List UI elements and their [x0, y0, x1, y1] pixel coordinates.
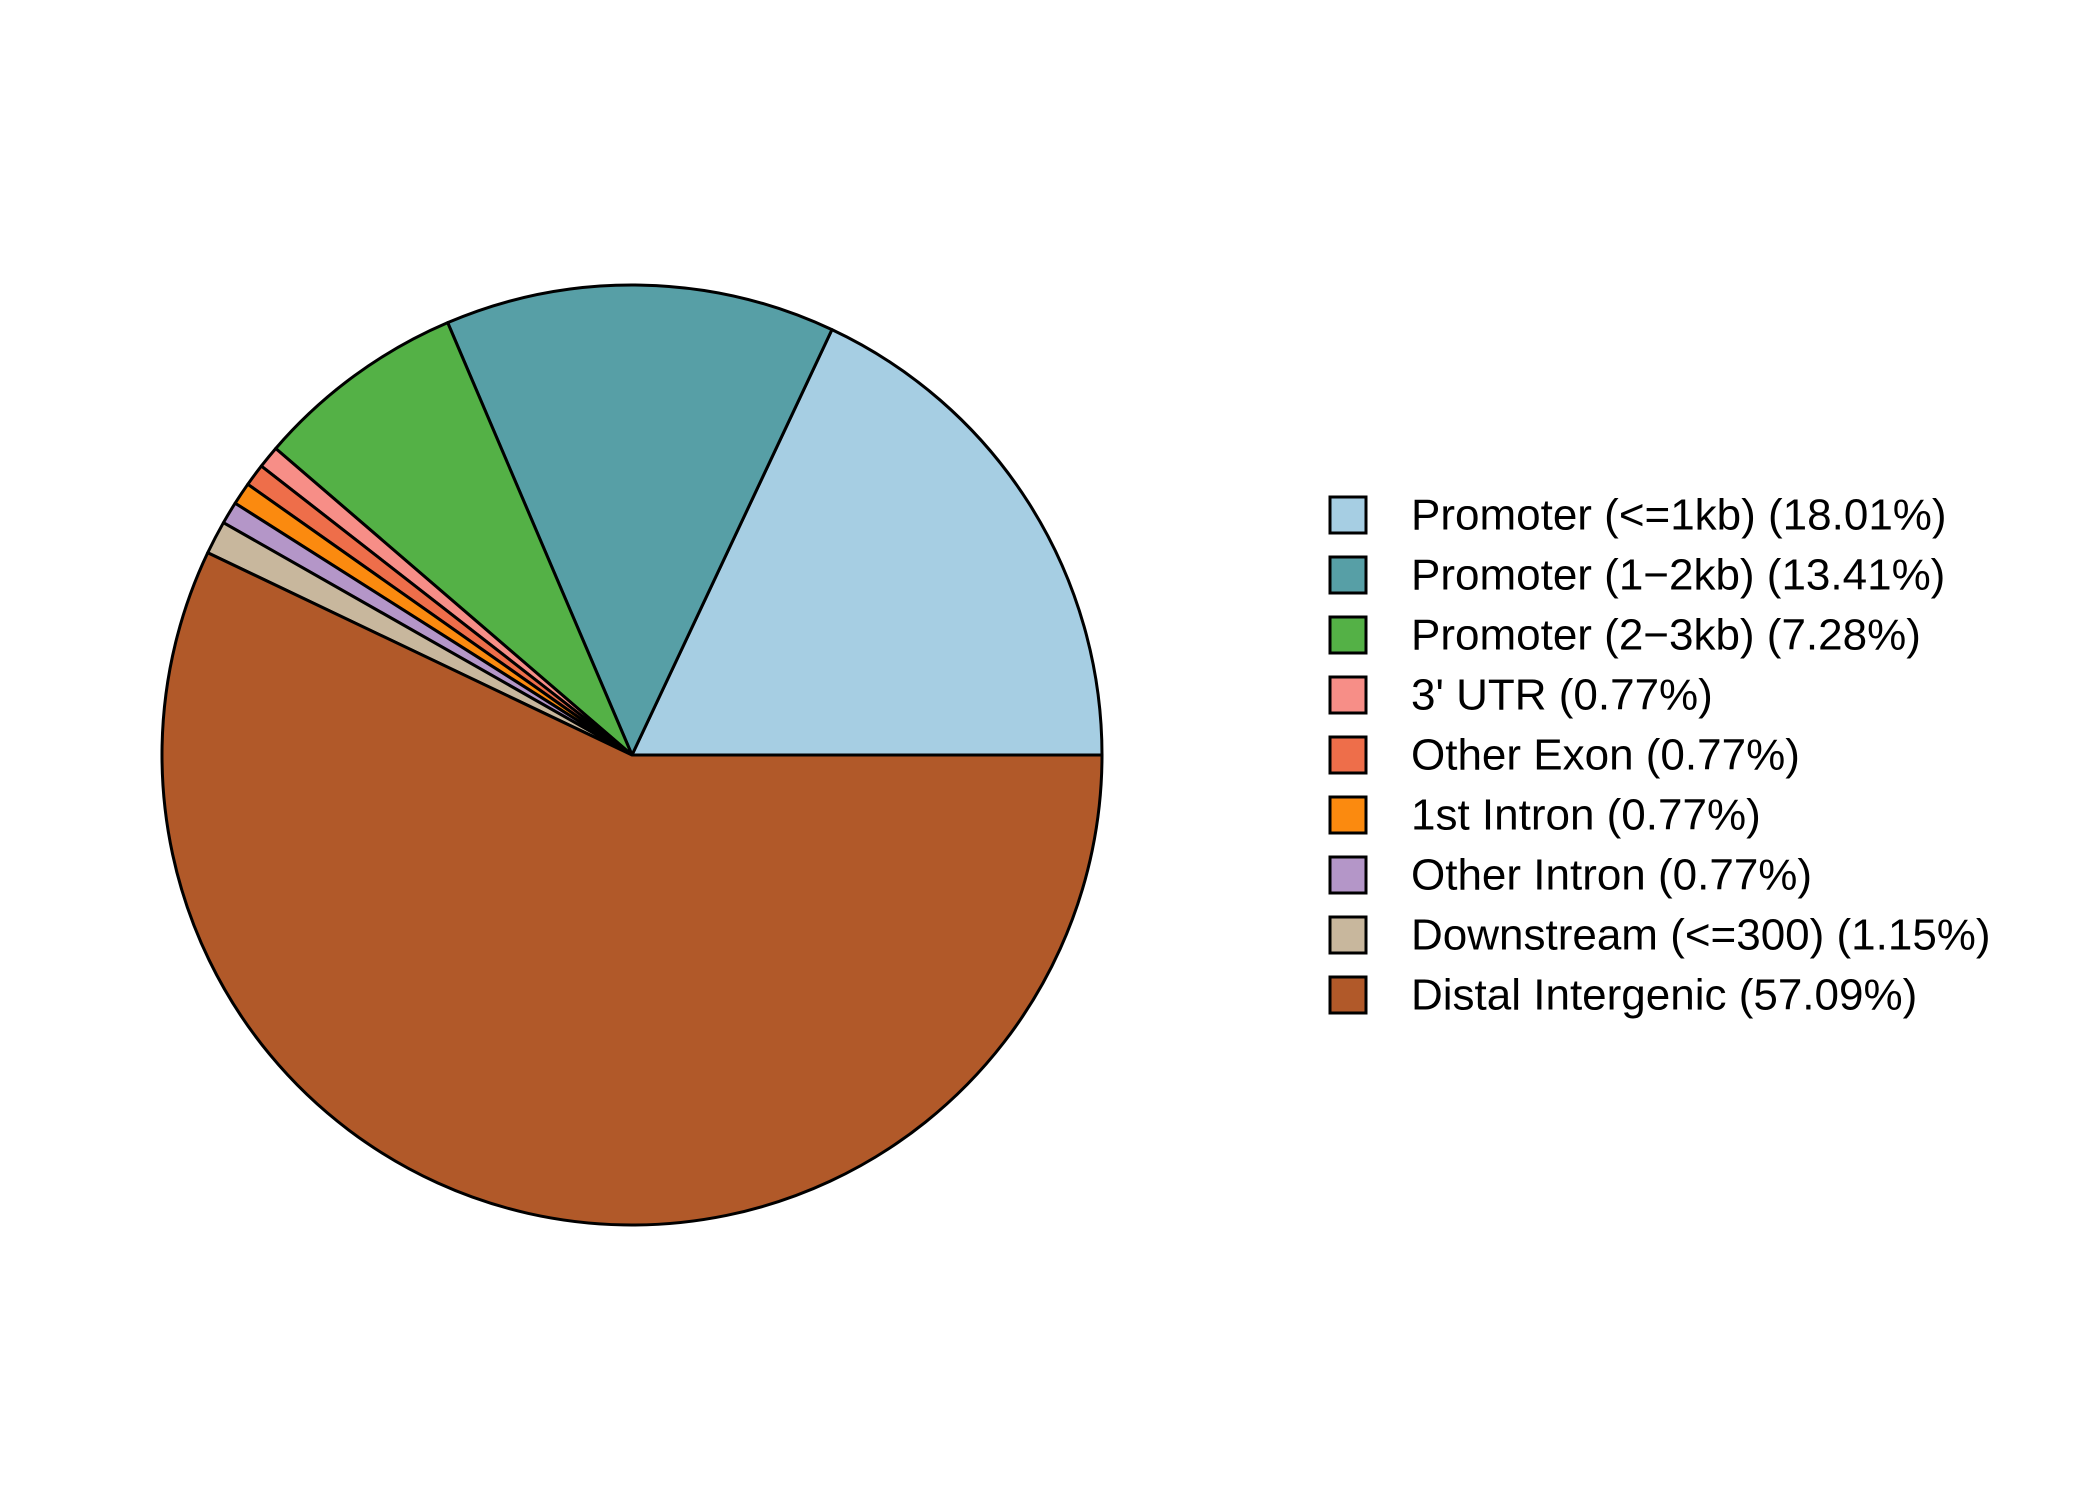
legend-swatch-1st-intron — [1328, 795, 1368, 835]
legend-item-downstream-300: Downstream (<=300) (1.15%) — [1328, 911, 1991, 960]
legend-label-distal-intergenic: Distal Intergenic (57.09%) — [1411, 971, 1917, 1020]
legend-label-promoter-1kb: Promoter (<=1kb) (18.01%) — [1411, 491, 1947, 540]
pie-slice-promoter-1-2kb — [446, 283, 834, 757]
legend-label-1st-intron: 1st Intron (0.77%) — [1411, 791, 1761, 840]
legend-item-promoter-1kb: Promoter (<=1kb) (18.01%) — [1328, 491, 1947, 540]
legend-swatch-other-intron — [1328, 855, 1368, 895]
legend-label-3-utr: 3' UTR (0.77%) — [1411, 671, 1713, 720]
legend-swatch-promoter-1kb — [1328, 495, 1368, 535]
legend-swatch-3-utr — [1328, 675, 1368, 715]
legend-item-3-utr: 3' UTR (0.77%) — [1328, 671, 1713, 720]
pie-slice-promoter-1kb — [630, 328, 1104, 757]
legend-swatch-downstream-300 — [1328, 915, 1368, 955]
legend-label-other-exon: Other Exon (0.77%) — [1411, 731, 1800, 780]
legend-label-promoter-1-2kb: Promoter (1−2kb) (13.41%) — [1411, 551, 1945, 600]
legend-swatch-promoter-2-3kb — [1328, 615, 1368, 655]
legend-item-other-intron: Other Intron (0.77%) — [1328, 851, 1812, 900]
legend-label-promoter-2-3kb: Promoter (2−3kb) (7.28%) — [1411, 611, 1921, 660]
legend-item-promoter-2-3kb: Promoter (2−3kb) (7.28%) — [1328, 611, 1921, 660]
legend-item-1st-intron: 1st Intron (0.77%) — [1328, 791, 1761, 840]
legend-item-promoter-1-2kb: Promoter (1−2kb) (13.41%) — [1328, 551, 1945, 600]
legend-item-distal-intergenic: Distal Intergenic (57.09%) — [1328, 971, 1917, 1020]
legend-label-downstream-300: Downstream (<=300) (1.15%) — [1411, 911, 1991, 960]
legend-item-other-exon: Other Exon (0.77%) — [1328, 731, 1800, 780]
pie-slice-promoter-2-3kb — [274, 321, 634, 757]
legend-swatch-promoter-1-2kb — [1328, 555, 1368, 595]
legend-label-other-intron: Other Intron (0.77%) — [1411, 851, 1812, 900]
legend-swatch-distal-intergenic — [1328, 975, 1368, 1015]
pie-slice-distal-intergenic — [160, 551, 1104, 1227]
legend: Promoter (<=1kb) (18.01%) Promoter (1−2kb… — [1328, 491, 1991, 1020]
pie-slices — [160, 283, 1104, 1227]
legend-swatch-other-exon — [1328, 735, 1368, 775]
